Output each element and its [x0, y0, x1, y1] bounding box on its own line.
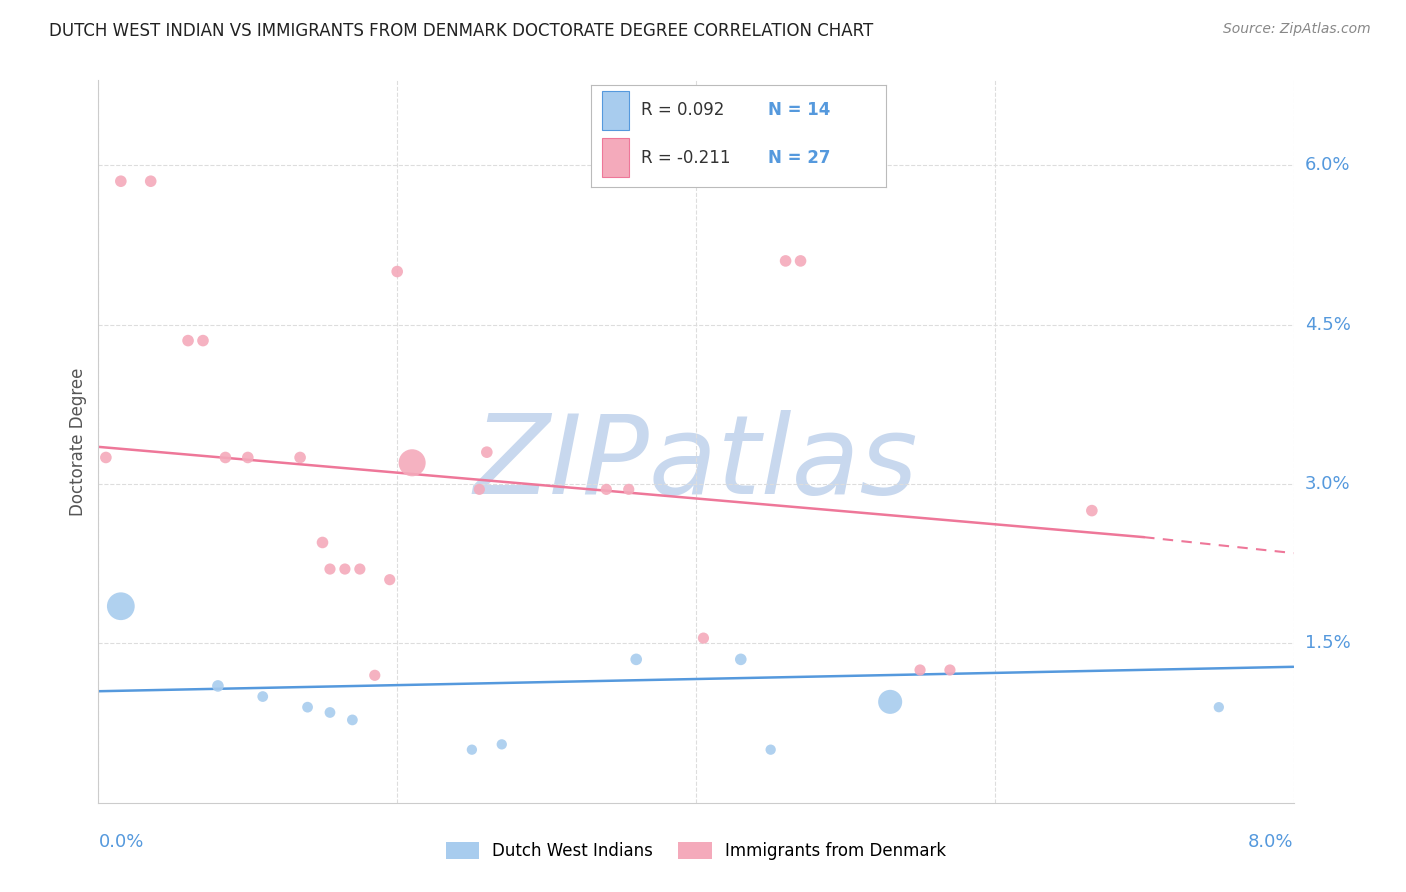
Point — [139, 174, 162, 188]
Text: R = -0.211: R = -0.211 — [641, 149, 730, 167]
Point — [319, 706, 342, 720]
Point — [288, 450, 311, 465]
Point — [401, 456, 423, 470]
Text: 1.5%: 1.5% — [1305, 634, 1350, 652]
Point — [110, 599, 132, 614]
Point — [908, 663, 931, 677]
Point — [461, 742, 484, 756]
Y-axis label: Doctorate Degree: Doctorate Degree — [69, 368, 87, 516]
Point — [252, 690, 274, 704]
Text: 3.0%: 3.0% — [1305, 475, 1350, 493]
Bar — [602, 91, 628, 130]
Point — [491, 737, 513, 751]
Point — [617, 483, 640, 497]
Point — [349, 562, 371, 576]
Point — [775, 254, 797, 268]
Point — [177, 334, 200, 348]
Point — [110, 174, 132, 188]
Point — [333, 562, 356, 576]
Text: Source: ZipAtlas.com: Source: ZipAtlas.com — [1223, 22, 1371, 37]
Point — [207, 679, 229, 693]
Bar — [602, 138, 628, 177]
Text: R = 0.092: R = 0.092 — [641, 102, 724, 120]
Point — [191, 334, 214, 348]
Text: 6.0%: 6.0% — [1305, 156, 1350, 174]
Point — [236, 450, 259, 465]
Point — [297, 700, 319, 714]
Text: 8.0%: 8.0% — [1249, 833, 1294, 851]
Point — [342, 713, 364, 727]
Point — [214, 450, 236, 465]
Point — [789, 254, 811, 268]
Point — [692, 631, 714, 645]
Text: 4.5%: 4.5% — [1305, 316, 1351, 334]
Point — [730, 652, 752, 666]
Point — [319, 562, 342, 576]
Point — [759, 742, 782, 756]
Text: 0.0%: 0.0% — [98, 833, 143, 851]
Point — [311, 535, 333, 549]
Point — [1081, 503, 1104, 517]
Point — [364, 668, 387, 682]
Point — [385, 264, 409, 278]
Text: N = 14: N = 14 — [768, 102, 830, 120]
Point — [626, 652, 648, 666]
Legend: Dutch West Indians, Immigrants from Denmark: Dutch West Indians, Immigrants from Denm… — [439, 835, 953, 867]
Point — [595, 483, 617, 497]
Text: N = 27: N = 27 — [768, 149, 830, 167]
Text: DUTCH WEST INDIAN VS IMMIGRANTS FROM DENMARK DOCTORATE DEGREE CORRELATION CHART: DUTCH WEST INDIAN VS IMMIGRANTS FROM DEN… — [49, 22, 873, 40]
Point — [939, 663, 962, 677]
Point — [94, 450, 117, 465]
Point — [378, 573, 401, 587]
Point — [468, 483, 491, 497]
Point — [475, 445, 498, 459]
Point — [1208, 700, 1230, 714]
Text: ZIPatlas: ZIPatlas — [474, 409, 918, 516]
Point — [879, 695, 901, 709]
